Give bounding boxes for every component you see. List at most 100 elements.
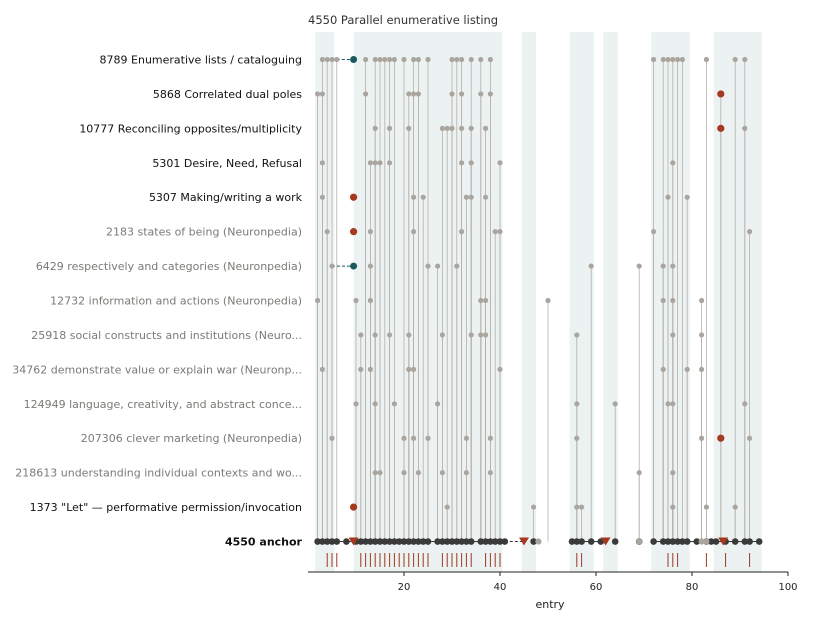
anchor-triangle <box>348 537 359 546</box>
anchor-point-light <box>703 538 710 545</box>
highlight-point <box>350 193 358 201</box>
anchor-point <box>707 538 715 545</box>
data-point <box>497 160 503 166</box>
anchor-point <box>664 538 672 545</box>
data-point <box>372 160 378 166</box>
data-point <box>353 401 359 407</box>
data-point <box>660 263 666 269</box>
data-point <box>468 56 474 63</box>
anchor-point <box>463 538 470 545</box>
data-point <box>435 263 441 269</box>
data-point <box>747 435 753 441</box>
highlight-point <box>717 90 725 98</box>
data-point <box>387 56 393 63</box>
data-point <box>411 56 417 63</box>
data-point <box>483 125 489 131</box>
x-tick-label: 60 <box>590 582 603 593</box>
data-point <box>367 263 373 269</box>
anchor-point <box>568 538 576 545</box>
anchor-point <box>712 538 720 545</box>
data-point <box>406 332 412 338</box>
shaded-band <box>315 32 335 572</box>
anchor-point <box>386 538 393 545</box>
data-point <box>579 504 585 510</box>
stem-layer <box>317 59 750 542</box>
data-point <box>415 470 421 476</box>
data-point <box>334 56 340 63</box>
anchor-point <box>405 538 413 545</box>
anchor-point <box>381 538 389 545</box>
data-point <box>670 297 676 304</box>
data-point <box>665 401 671 407</box>
data-point <box>459 160 465 166</box>
anchor-point <box>333 538 341 545</box>
data-point <box>406 125 412 131</box>
row-label: 5307 Making/writing a work <box>149 191 303 204</box>
anchor-triangle <box>519 537 529 546</box>
x-tick-label: 80 <box>686 582 699 593</box>
data-point <box>487 470 493 476</box>
data-point <box>363 91 369 97</box>
link-point <box>350 262 358 270</box>
data-point <box>415 56 421 63</box>
anchor-point <box>530 538 537 545</box>
data-point <box>411 229 417 235</box>
data-point <box>372 125 378 131</box>
data-point <box>401 435 407 441</box>
data-point <box>468 332 474 338</box>
anchor-point-light <box>535 538 542 545</box>
row-label: 25918 social constructs and institutions… <box>31 329 302 342</box>
shaded-band <box>521 32 536 572</box>
anchor-point <box>415 538 422 545</box>
anchor-point <box>501 538 509 545</box>
anchor-point <box>343 538 350 545</box>
anchor-point <box>434 538 441 545</box>
anchor-point <box>323 538 331 545</box>
anchor-point <box>669 538 677 545</box>
data-point <box>363 56 369 63</box>
data-point <box>411 435 417 441</box>
data-point <box>353 297 359 304</box>
data-point <box>665 194 671 200</box>
data-point <box>449 125 455 131</box>
data-point <box>703 504 710 510</box>
anchor-point <box>319 538 326 545</box>
anchor-point-light <box>698 538 705 545</box>
anchor-point <box>467 538 475 545</box>
data-point <box>660 366 666 372</box>
data-point <box>670 504 676 510</box>
data-point <box>487 91 493 97</box>
data-point <box>478 91 484 97</box>
data-point <box>588 263 594 269</box>
data-point <box>651 229 657 235</box>
row-label: 5301 Desire, Need, Refusal <box>152 157 302 170</box>
data-point <box>454 263 460 269</box>
data-point <box>319 91 325 97</box>
shaded-band <box>569 32 594 572</box>
data-point <box>478 56 484 63</box>
x-tick-label: 40 <box>494 582 507 593</box>
highlight-point <box>717 124 725 132</box>
anchor-point <box>458 538 465 545</box>
anchor-triangle <box>600 537 611 546</box>
row-label: 1373 "Let" — performative permission/inv… <box>30 501 302 514</box>
data-point <box>459 91 465 97</box>
data-point <box>415 91 421 97</box>
data-point <box>372 470 378 476</box>
anchor-point <box>357 538 365 545</box>
data-point <box>483 194 489 200</box>
data-point <box>439 125 445 131</box>
anchor-point <box>367 538 374 545</box>
data-point <box>684 366 690 372</box>
data-point <box>670 332 676 338</box>
data-point <box>401 56 407 63</box>
data-point <box>449 56 455 63</box>
x-tick-label: 20 <box>398 582 411 593</box>
anchor-point <box>496 538 504 545</box>
data-point <box>324 56 330 63</box>
anchor-point-light <box>636 538 643 545</box>
data-point <box>651 56 657 63</box>
data-point <box>444 125 450 131</box>
data-point <box>372 332 378 338</box>
